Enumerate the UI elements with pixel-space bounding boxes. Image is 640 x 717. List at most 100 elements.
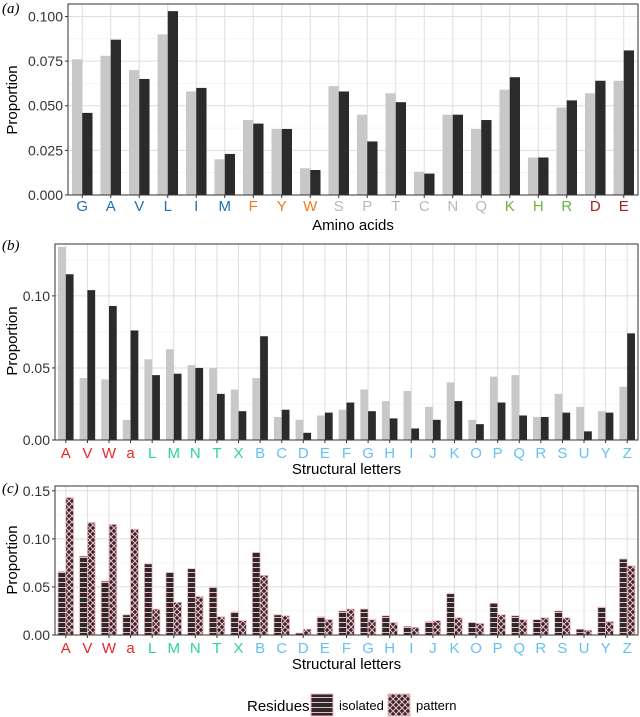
x-tick-label: X bbox=[234, 640, 244, 657]
bar-pattern-O bbox=[475, 623, 485, 636]
bar-series-1-F bbox=[242, 120, 254, 195]
x-axis-label: Amino acids bbox=[312, 217, 394, 234]
bar-series-2-E bbox=[623, 50, 635, 195]
bar-series-1-C bbox=[273, 416, 282, 440]
bar-pattern-M bbox=[173, 601, 182, 636]
bar-series-2-H bbox=[538, 157, 549, 195]
bar-series-1-F bbox=[338, 409, 347, 440]
bar-series-2-W bbox=[310, 170, 321, 195]
x-tick-label: N bbox=[190, 640, 201, 657]
bar-isolated-C bbox=[273, 614, 283, 636]
bar-pattern-P bbox=[497, 614, 506, 636]
bar-series-1-B bbox=[252, 378, 261, 440]
bar-series-2-F bbox=[346, 402, 355, 440]
bar-series-1-T bbox=[385, 93, 396, 195]
y-tick-label: 0.100 bbox=[28, 8, 63, 24]
x-tick-label: P bbox=[493, 445, 503, 462]
y-axis-label: Proportion bbox=[4, 65, 21, 134]
bar-series-2-U bbox=[584, 431, 592, 440]
y-tick-label: 0.15 bbox=[23, 483, 50, 499]
bar-series-2-B bbox=[260, 336, 268, 440]
y-tick-label: 0.10 bbox=[23, 288, 50, 304]
x-tick-label: B bbox=[255, 445, 265, 462]
bar-series-1-S bbox=[328, 86, 339, 195]
bar-pattern-K bbox=[454, 617, 463, 636]
x-tick-label: U bbox=[579, 640, 590, 657]
bar-isolated-Z bbox=[619, 558, 628, 636]
x-tick-label: Q bbox=[513, 640, 525, 657]
x-tick-label: L bbox=[148, 445, 156, 462]
x-tick-label: E bbox=[320, 445, 330, 462]
bar-series-1-O bbox=[468, 419, 477, 440]
bar-series-1-G bbox=[71, 59, 83, 195]
bar-pattern-W bbox=[108, 524, 118, 636]
bar-series-1-M bbox=[165, 349, 174, 440]
bar-isolated-I bbox=[403, 625, 412, 636]
x-tick-label: H bbox=[384, 445, 395, 462]
x-tick-label: S bbox=[334, 198, 344, 215]
bar-series-1-L bbox=[157, 34, 168, 195]
x-tick-label: K bbox=[505, 198, 515, 215]
y-axis-label: Proportion bbox=[4, 306, 21, 375]
bar-pattern-T bbox=[216, 616, 226, 636]
bar-isolated-J bbox=[424, 621, 434, 636]
bar-series-1-D bbox=[295, 419, 304, 440]
bar-series-1-P bbox=[489, 376, 498, 440]
y-tick-label: 0.00 bbox=[23, 432, 50, 448]
x-tick-label: A bbox=[61, 640, 71, 657]
bar-pattern-F bbox=[346, 608, 355, 636]
y-tick-label: 0.075 bbox=[28, 53, 63, 69]
bar-series-1-T bbox=[209, 367, 217, 440]
x-tick-label: a bbox=[126, 445, 135, 462]
bar-series-2-W bbox=[108, 305, 117, 440]
bar-isolated-T bbox=[208, 586, 218, 636]
bar-series-1-I bbox=[185, 91, 197, 195]
bar-series-1-Y bbox=[597, 411, 606, 440]
legend: Residues isolated pattern bbox=[247, 693, 456, 717]
bar-series-2-P bbox=[367, 141, 378, 195]
x-tick-label: D bbox=[298, 640, 309, 657]
bar-series-1-H bbox=[527, 157, 539, 195]
bar-series-1-M bbox=[214, 159, 225, 195]
legend-swatch-pattern bbox=[387, 693, 411, 717]
x-tick-label: R bbox=[535, 445, 546, 462]
x-tick-label: G bbox=[362, 640, 374, 657]
bar-isolated-Q bbox=[511, 615, 520, 636]
x-tick-label: K bbox=[449, 640, 459, 657]
bar-series-1-A bbox=[58, 246, 66, 440]
y-tick-label: 0.025 bbox=[28, 142, 63, 158]
bar-isolated-G bbox=[359, 608, 369, 636]
bar-series-2-R bbox=[540, 416, 549, 440]
bar-pattern-E bbox=[324, 619, 334, 636]
bar-pattern-Q bbox=[518, 619, 528, 636]
x-axis-label: Structural letters bbox=[292, 656, 401, 673]
plot-background bbox=[68, 4, 638, 195]
x-tick-label: L bbox=[148, 640, 156, 657]
bar-series-2-E bbox=[324, 412, 333, 440]
bar-series-1-U bbox=[576, 406, 585, 440]
bar-series-2-D bbox=[595, 80, 606, 195]
bar-series-2-S bbox=[338, 91, 350, 195]
bar-series-1-I bbox=[403, 391, 412, 440]
x-tick-label: F bbox=[342, 640, 351, 657]
bar-series-2-G bbox=[368, 411, 376, 440]
bar-pattern-C bbox=[281, 615, 290, 636]
bar-series-1-V bbox=[128, 70, 140, 195]
bar-pattern-N bbox=[194, 596, 204, 636]
bar-series-1-Z bbox=[619, 386, 628, 440]
bar-isolated-A bbox=[57, 571, 67, 636]
bar-pattern-X bbox=[238, 620, 247, 636]
x-tick-label: I bbox=[409, 445, 413, 462]
x-tick-label: A bbox=[61, 445, 71, 462]
bar-series-2-I bbox=[411, 428, 420, 440]
panel-tag: (a) bbox=[2, 1, 20, 17]
bar-series-2-I bbox=[196, 87, 207, 195]
x-tick-label: Y bbox=[601, 640, 611, 657]
bar-pattern-J bbox=[432, 620, 442, 636]
x-tick-label: U bbox=[579, 445, 590, 462]
bar-isolated-P bbox=[489, 602, 499, 636]
x-tick-label: T bbox=[391, 198, 400, 215]
